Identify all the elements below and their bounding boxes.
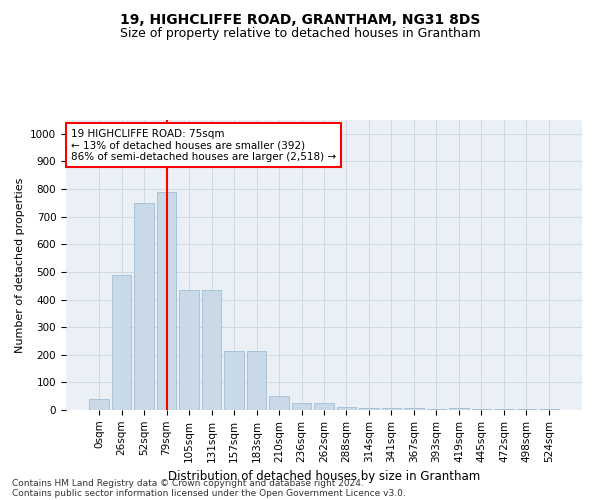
Bar bbox=[179, 290, 199, 410]
Bar bbox=[427, 408, 446, 410]
Text: 19 HIGHCLIFFE ROAD: 75sqm
← 13% of detached houses are smaller (392)
86% of semi: 19 HIGHCLIFFE ROAD: 75sqm ← 13% of detac… bbox=[71, 128, 336, 162]
Bar bbox=[157, 192, 176, 410]
Bar bbox=[292, 403, 311, 410]
Text: Contains public sector information licensed under the Open Government Licence v3: Contains public sector information licen… bbox=[12, 488, 406, 498]
Bar bbox=[247, 350, 266, 410]
Bar bbox=[382, 408, 401, 410]
Bar bbox=[314, 403, 334, 410]
Text: 19, HIGHCLIFFE ROAD, GRANTHAM, NG31 8DS: 19, HIGHCLIFFE ROAD, GRANTHAM, NG31 8DS bbox=[120, 12, 480, 26]
Bar bbox=[359, 408, 379, 410]
Bar bbox=[89, 399, 109, 410]
Bar bbox=[224, 350, 244, 410]
Y-axis label: Number of detached properties: Number of detached properties bbox=[14, 178, 25, 352]
Bar bbox=[202, 290, 221, 410]
Bar bbox=[337, 406, 356, 410]
Bar bbox=[269, 396, 289, 410]
Text: Size of property relative to detached houses in Grantham: Size of property relative to detached ho… bbox=[119, 28, 481, 40]
Bar bbox=[112, 274, 131, 410]
X-axis label: Distribution of detached houses by size in Grantham: Distribution of detached houses by size … bbox=[168, 470, 480, 483]
Text: Contains HM Land Registry data © Crown copyright and database right 2024.: Contains HM Land Registry data © Crown c… bbox=[12, 478, 364, 488]
Bar bbox=[449, 408, 469, 410]
Bar bbox=[404, 408, 424, 410]
Bar bbox=[134, 203, 154, 410]
